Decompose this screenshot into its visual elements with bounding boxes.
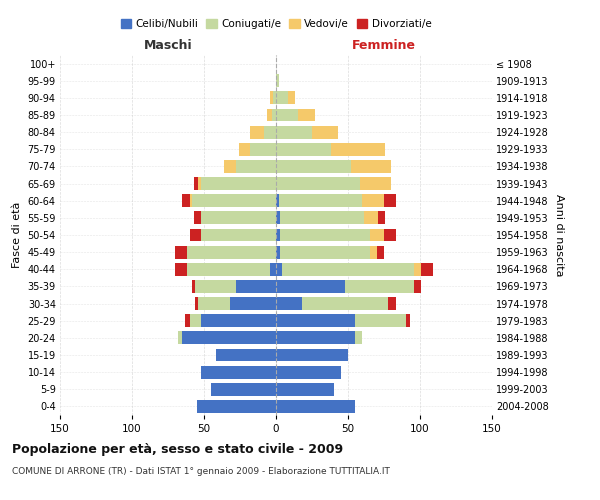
Bar — [280, 228, 370, 241]
Bar — [276, 212, 280, 224]
Bar — [182, 332, 276, 344]
Bar — [276, 383, 334, 396]
Bar — [273, 92, 276, 104]
Bar — [276, 194, 279, 207]
Bar — [201, 177, 276, 190]
Bar — [287, 92, 295, 104]
Bar — [175, 246, 187, 258]
Bar — [230, 297, 276, 310]
Bar — [224, 160, 236, 173]
Bar — [272, 108, 276, 122]
Bar — [298, 108, 315, 122]
Bar — [351, 160, 391, 173]
Bar — [276, 348, 348, 362]
Bar — [193, 280, 196, 293]
Bar — [276, 74, 279, 87]
Bar — [196, 280, 236, 293]
Bar — [280, 212, 364, 224]
Bar — [276, 177, 359, 190]
Bar — [312, 126, 338, 138]
Bar — [302, 297, 388, 310]
Bar — [414, 263, 421, 276]
Text: Femmine: Femmine — [352, 38, 416, 52]
Bar — [276, 160, 351, 173]
Bar — [280, 246, 370, 258]
Bar — [362, 194, 384, 207]
Bar — [201, 366, 276, 378]
Bar — [359, 177, 391, 190]
Bar — [276, 263, 282, 276]
Bar — [194, 212, 201, 224]
Text: Maschi: Maschi — [143, 38, 193, 52]
Bar — [364, 212, 378, 224]
Bar — [276, 108, 298, 122]
Bar — [279, 194, 362, 207]
Bar — [276, 126, 312, 138]
Bar — [198, 297, 230, 310]
Bar — [276, 143, 331, 156]
Bar — [215, 348, 276, 362]
Bar — [276, 228, 280, 241]
Bar — [270, 263, 276, 276]
Bar — [190, 314, 201, 327]
Bar — [378, 212, 385, 224]
Bar — [414, 280, 421, 293]
Bar — [190, 194, 193, 207]
Bar — [276, 92, 287, 104]
Bar — [406, 314, 410, 327]
Bar — [282, 263, 414, 276]
Bar — [236, 160, 276, 173]
Bar — [276, 366, 341, 378]
Bar — [370, 228, 384, 241]
Bar — [185, 314, 190, 327]
Bar — [239, 143, 250, 156]
Bar — [201, 314, 276, 327]
Bar — [421, 263, 433, 276]
Legend: Celibi/Nubili, Coniugati/e, Vedovi/e, Divorziati/e: Celibi/Nubili, Coniugati/e, Vedovi/e, Di… — [116, 15, 436, 34]
Bar — [265, 126, 276, 138]
Bar — [276, 332, 355, 344]
Bar — [355, 332, 362, 344]
Bar — [384, 228, 395, 241]
Bar — [384, 194, 395, 207]
Bar — [276, 400, 355, 413]
Bar — [175, 263, 187, 276]
Bar — [201, 212, 276, 224]
Y-axis label: Anni di nascita: Anni di nascita — [554, 194, 565, 276]
Bar — [236, 280, 276, 293]
Bar — [250, 126, 265, 138]
Text: Popolazione per età, sesso e stato civile - 2009: Popolazione per età, sesso e stato civil… — [12, 442, 343, 456]
Bar — [377, 246, 384, 258]
Bar — [194, 177, 198, 190]
Bar — [276, 314, 355, 327]
Bar — [182, 194, 190, 207]
Bar — [211, 383, 276, 396]
Bar — [198, 177, 201, 190]
Bar — [370, 246, 377, 258]
Bar — [388, 297, 395, 310]
Bar — [197, 400, 276, 413]
Bar — [187, 246, 276, 258]
Bar — [250, 143, 276, 156]
Bar — [201, 228, 276, 241]
Bar — [187, 263, 270, 276]
Bar — [331, 143, 385, 156]
Bar — [345, 280, 414, 293]
Bar — [268, 108, 272, 122]
Bar — [178, 332, 182, 344]
Y-axis label: Fasce di età: Fasce di età — [12, 202, 22, 268]
Bar — [276, 280, 345, 293]
Bar — [276, 297, 302, 310]
Bar — [276, 246, 280, 258]
Bar — [196, 297, 198, 310]
Bar — [355, 314, 406, 327]
Bar — [193, 194, 276, 207]
Bar — [190, 228, 201, 241]
Bar — [270, 92, 273, 104]
Text: COMUNE DI ARRONE (TR) - Dati ISTAT 1° gennaio 2009 - Elaborazione TUTTITALIA.IT: COMUNE DI ARRONE (TR) - Dati ISTAT 1° ge… — [12, 468, 390, 476]
